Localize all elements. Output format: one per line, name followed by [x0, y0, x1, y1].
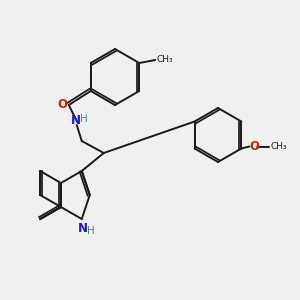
Text: O: O: [249, 140, 260, 153]
Text: CH₃: CH₃: [270, 142, 287, 151]
Text: N: N: [78, 221, 88, 235]
Text: H: H: [87, 226, 94, 236]
Text: O: O: [58, 98, 68, 110]
Text: N: N: [71, 115, 81, 128]
Text: H: H: [80, 114, 88, 124]
Text: CH₃: CH₃: [156, 56, 173, 64]
